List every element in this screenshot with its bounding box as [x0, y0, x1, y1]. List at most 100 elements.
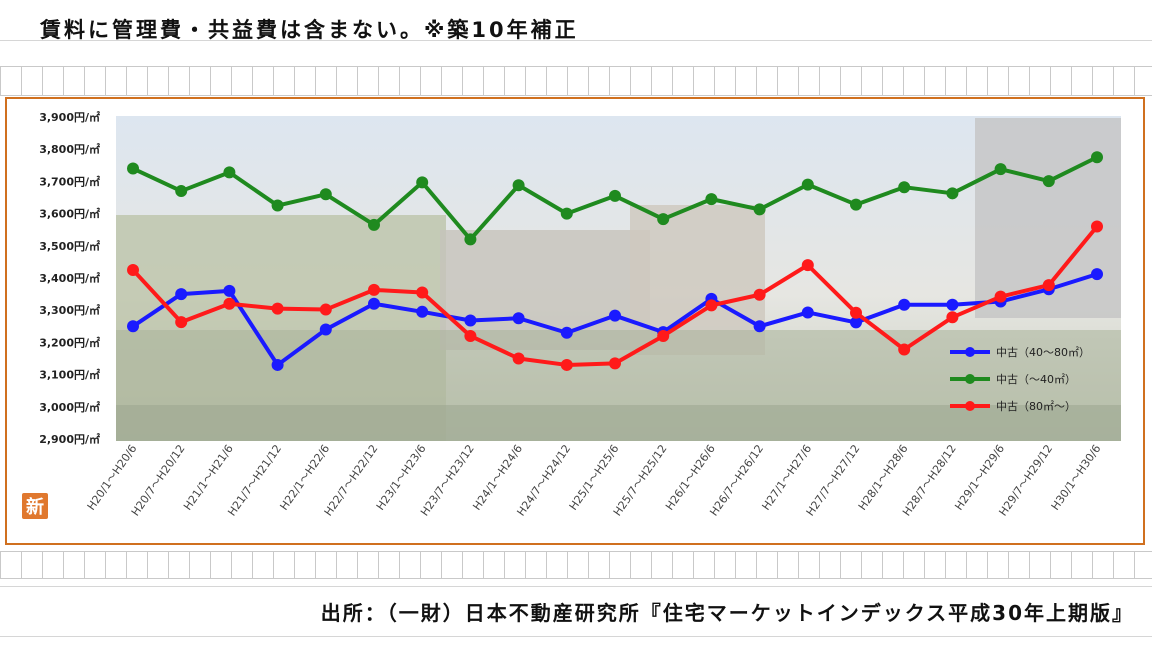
series-2-point: [1042, 279, 1055, 292]
divider-line: [0, 40, 1152, 41]
background-photo: [116, 116, 1121, 441]
x-tick-label: H26/7～H26/12: [707, 442, 766, 518]
series-1-point: [850, 198, 862, 211]
series-0-point: [175, 288, 188, 301]
x-tick-label: H21/1～H21/6: [181, 442, 236, 512]
series-2-point: [319, 303, 332, 316]
x-tick-label: H25/1～H25/6: [567, 442, 622, 512]
series-0-point: [801, 306, 814, 319]
series-1-point: [1091, 151, 1103, 164]
legend-marker-2: [965, 401, 975, 411]
series-0-point: [416, 305, 429, 318]
series-1-point: [801, 178, 814, 191]
series-2-point: [127, 263, 139, 276]
series-1-point: [464, 233, 477, 246]
series-1-point: [368, 218, 380, 231]
series-2-point: [368, 283, 380, 296]
series-0-point: [223, 284, 236, 297]
x-tick-label: H23/7～H23/12: [418, 442, 477, 518]
series-1-point: [127, 162, 139, 175]
x-tick-label: H30/1～H30/6: [1049, 442, 1104, 512]
x-tick-label: H22/1～H22/6: [277, 442, 332, 512]
y-tick-label: 3,000円/㎡: [39, 400, 100, 414]
x-tick-label: H25/7～H25/12: [611, 442, 670, 518]
source-citation: 出所：（一財）日本不動産研究所『住宅マーケットインデックス平成30年上期版』: [320, 601, 1134, 625]
series-0-point: [946, 298, 959, 311]
series-2-point: [271, 302, 284, 315]
series-1-point: [705, 193, 718, 206]
x-tick-label: H29/1～H29/6: [952, 442, 1007, 512]
series-2-point: [609, 357, 621, 370]
series-2-point: [512, 352, 525, 365]
decorative-grid-bottom: [0, 551, 1152, 579]
x-tick-label: H28/7～H28/12: [900, 442, 959, 518]
series-2-point: [175, 316, 188, 329]
series-0-point: [560, 326, 573, 339]
y-tick-label: 3,400円/㎡: [39, 271, 100, 285]
series-1-point: [753, 203, 766, 216]
series-1-point: [898, 181, 911, 194]
series-1-point: [512, 179, 525, 192]
series-1-point: [609, 189, 621, 202]
x-tick-label: H23/1～H23/6: [374, 442, 429, 512]
series-1-point: [994, 163, 1007, 176]
series-0-point: [1091, 268, 1103, 281]
x-tick-label: H22/7～H22/12: [322, 442, 381, 518]
series-2-point: [946, 311, 959, 324]
series-0-point: [319, 323, 332, 336]
series-2-point: [560, 358, 573, 371]
legend-marker-1: [965, 374, 975, 384]
divider-line: [0, 636, 1152, 637]
y-tick-label: 3,200円/㎡: [39, 335, 100, 349]
x-tick-label: H26/1～H26/6: [663, 442, 718, 512]
y-tick-label: 2,900円/㎡: [39, 432, 100, 446]
series-2-point: [1091, 220, 1103, 233]
series-1-point: [271, 199, 284, 212]
decorative-grid-top: [0, 66, 1152, 96]
y-tick-label: 3,300円/㎡: [39, 303, 100, 317]
series-1-point: [175, 185, 188, 198]
new-badge-icon: 新: [22, 493, 48, 519]
y-tick-label: 3,800円/㎡: [39, 142, 100, 156]
series-1-point: [657, 213, 670, 226]
divider-line: [0, 586, 1152, 587]
series-1-point: [416, 176, 429, 189]
series-0-point: [464, 314, 477, 327]
series-0-point: [753, 320, 766, 333]
series-1-point: [1042, 175, 1055, 188]
legend-label-1: 中古（～40㎡）: [996, 373, 1076, 386]
series-2-point: [416, 286, 429, 299]
series-2-point: [994, 290, 1007, 303]
y-tick-label: 3,700円/㎡: [39, 174, 100, 188]
series-1-point: [319, 188, 332, 201]
y-tick-label: 3,500円/㎡: [39, 239, 100, 253]
series-2-point: [753, 288, 766, 301]
series-0-point: [127, 320, 139, 333]
series-2-point: [657, 329, 670, 342]
x-tick-label: H24/1～H24/6: [470, 442, 525, 512]
x-tick-label: H20/7～H20/12: [129, 442, 188, 518]
series-2-point: [464, 329, 477, 342]
x-tick-label: H20/1～H20/6: [85, 442, 140, 512]
series-0-point: [898, 298, 911, 311]
legend-label-0: 中古（40～80㎡）: [996, 346, 1090, 359]
x-tick-label: H28/1～H28/6: [856, 442, 911, 512]
chart-note: 賃料に管理費・共益費は含まない。※築10年補正: [40, 18, 579, 42]
series-1-point: [560, 207, 573, 220]
legend-marker-0: [965, 347, 975, 357]
x-tick-label: H21/7～H21/12: [225, 442, 284, 518]
series-0-point: [609, 309, 621, 322]
x-tick-label: H29/7～H29/12: [996, 442, 1055, 518]
y-tick-label: 3,900円/㎡: [39, 110, 100, 124]
x-tick-label: H24/7～H24/12: [514, 442, 573, 518]
series-0-point: [512, 312, 525, 325]
x-tick-label: H27/1～H27/6: [759, 442, 814, 512]
series-1-point: [223, 166, 236, 179]
series-0-point: [368, 297, 380, 310]
x-tick-label: H27/7～H27/12: [804, 442, 863, 518]
series-0-point: [850, 316, 862, 329]
series-2-point: [801, 259, 814, 272]
legend-label-2: 中古（80㎡～）: [996, 400, 1076, 413]
series-2-point: [850, 306, 862, 319]
